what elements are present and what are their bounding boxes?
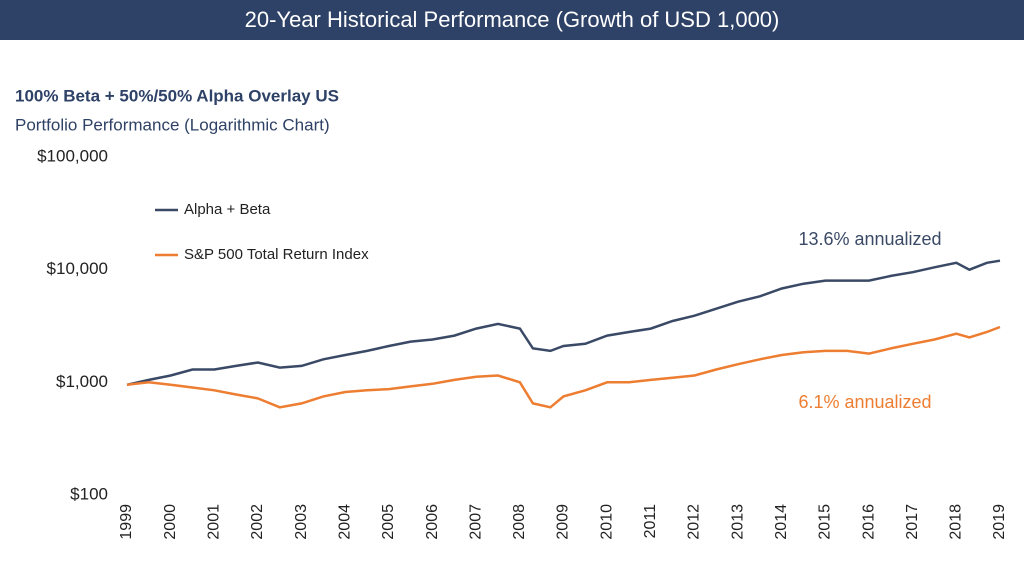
y-tick-label: $1,000 — [56, 372, 108, 391]
chart-subtitle: Portfolio Performance (Logarithmic Chart… — [15, 115, 330, 134]
x-tick-label: 2019 — [991, 504, 1008, 540]
annotation: 13.6% annualized — [798, 229, 941, 249]
x-tick-label: 2010 — [598, 504, 615, 540]
y-tick-label: $10,000 — [47, 259, 108, 278]
x-tick-label: 2011 — [642, 504, 659, 539]
x-tick-label: 2005 — [380, 504, 397, 540]
x-tick-label: 2004 — [336, 504, 353, 540]
x-tick-label: 2013 — [729, 504, 746, 540]
x-tick-label: 2015 — [817, 504, 834, 540]
annotation: 6.1% annualized — [798, 392, 931, 412]
chart-subtitle: 100% Beta + 50%/50% Alpha Overlay US — [15, 86, 339, 105]
x-tick-label: 2009 — [555, 504, 572, 540]
x-tick-label: 2002 — [249, 504, 266, 540]
x-tick-label: 2012 — [686, 504, 703, 540]
x-tick-label: 2017 — [904, 504, 921, 540]
x-tick-label: 1999 — [118, 504, 135, 540]
series-line — [126, 259, 1001, 387]
x-tick-label: 2007 — [467, 504, 484, 540]
series-line — [126, 325, 1001, 409]
legend-label: Alpha + Beta — [184, 201, 271, 218]
y-tick-label: $100 — [70, 484, 108, 503]
x-tick-label: 2018 — [948, 504, 965, 540]
x-tick-label: 2003 — [293, 504, 310, 540]
x-tick-label: 2014 — [773, 504, 790, 540]
x-tick-label: 2001 — [206, 504, 223, 540]
x-tick-label: 2000 — [162, 504, 179, 540]
x-tick-label: 2006 — [424, 504, 441, 540]
x-tick-label: 2016 — [860, 504, 877, 540]
x-tick-label: 2008 — [511, 504, 528, 540]
chart-title: 20-Year Historical Performance (Growth o… — [245, 7, 780, 32]
title-bar — [0, 0, 1024, 40]
legend-label: S&P 500 Total Return Index — [184, 246, 369, 263]
y-tick-label: $100,000 — [37, 146, 108, 165]
